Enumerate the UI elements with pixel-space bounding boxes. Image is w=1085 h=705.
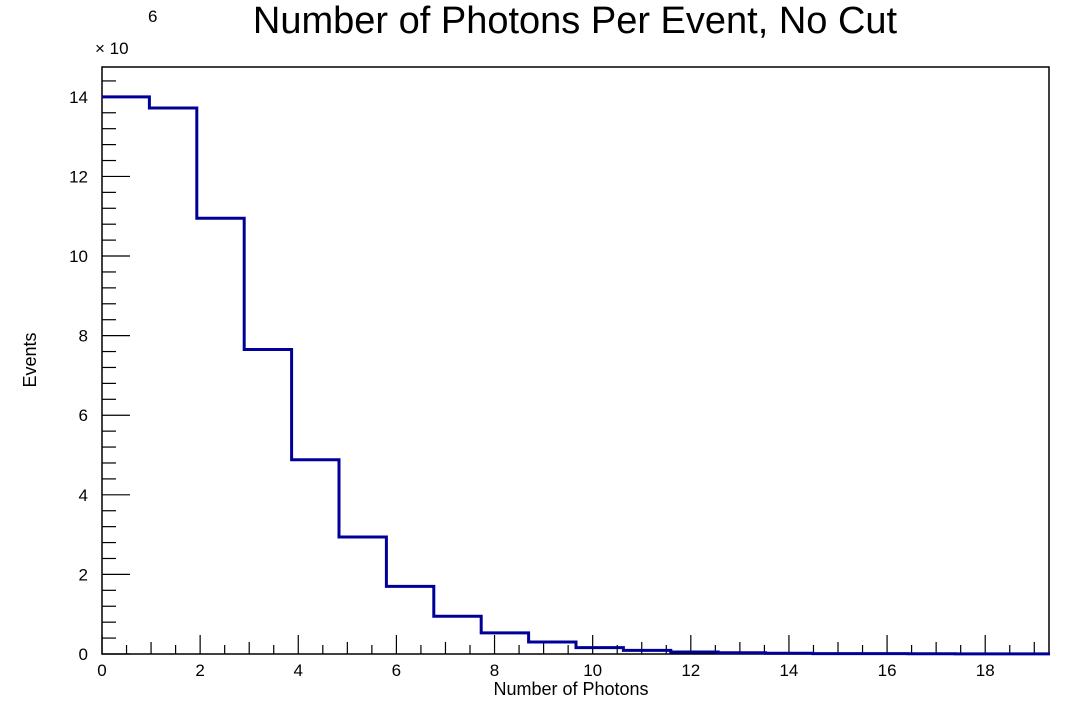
histogram-series-line (102, 95, 1050, 656)
x-tick-label: 4 (294, 661, 303, 680)
y-tick-label: 14 (69, 88, 88, 107)
plot-frame (101, 66, 1050, 655)
x-tick-label: 8 (490, 661, 499, 680)
y-tick-label: 6 (79, 406, 88, 425)
y-tick-labels: 0 2 4 6 8 10 12 14 (69, 88, 88, 664)
x-tick-label: 2 (195, 661, 204, 680)
x-tick-label: 16 (878, 661, 897, 680)
x-tick-label: 18 (976, 661, 995, 680)
y-tick-label: 2 (79, 565, 88, 584)
y-tick-label: 10 (69, 247, 88, 266)
y-tick-label: 4 (79, 486, 88, 505)
x-tick-label: 0 (97, 661, 106, 680)
y-axis-label: Events (20, 332, 40, 387)
axis-ticks (101, 80, 1035, 655)
y-tick-label: 12 (69, 167, 88, 186)
x-tick-labels: 0 2 4 6 8 10 12 14 16 18 (97, 661, 994, 680)
x-tick-label: 6 (392, 661, 401, 680)
y-tick-label: 8 (79, 327, 88, 346)
y-tick-label: 0 (79, 645, 88, 664)
y-multiplier-exponent: 6 (148, 7, 157, 26)
chart-title: Number of Photons Per Event, No Cut (253, 0, 898, 42)
x-tick-label: 10 (583, 661, 602, 680)
x-tick-label: 14 (779, 661, 798, 680)
x-axis-label: Number of Photons (493, 679, 648, 699)
x-tick-label: 12 (681, 661, 700, 680)
y-multiplier-base: × 10 (95, 39, 129, 58)
